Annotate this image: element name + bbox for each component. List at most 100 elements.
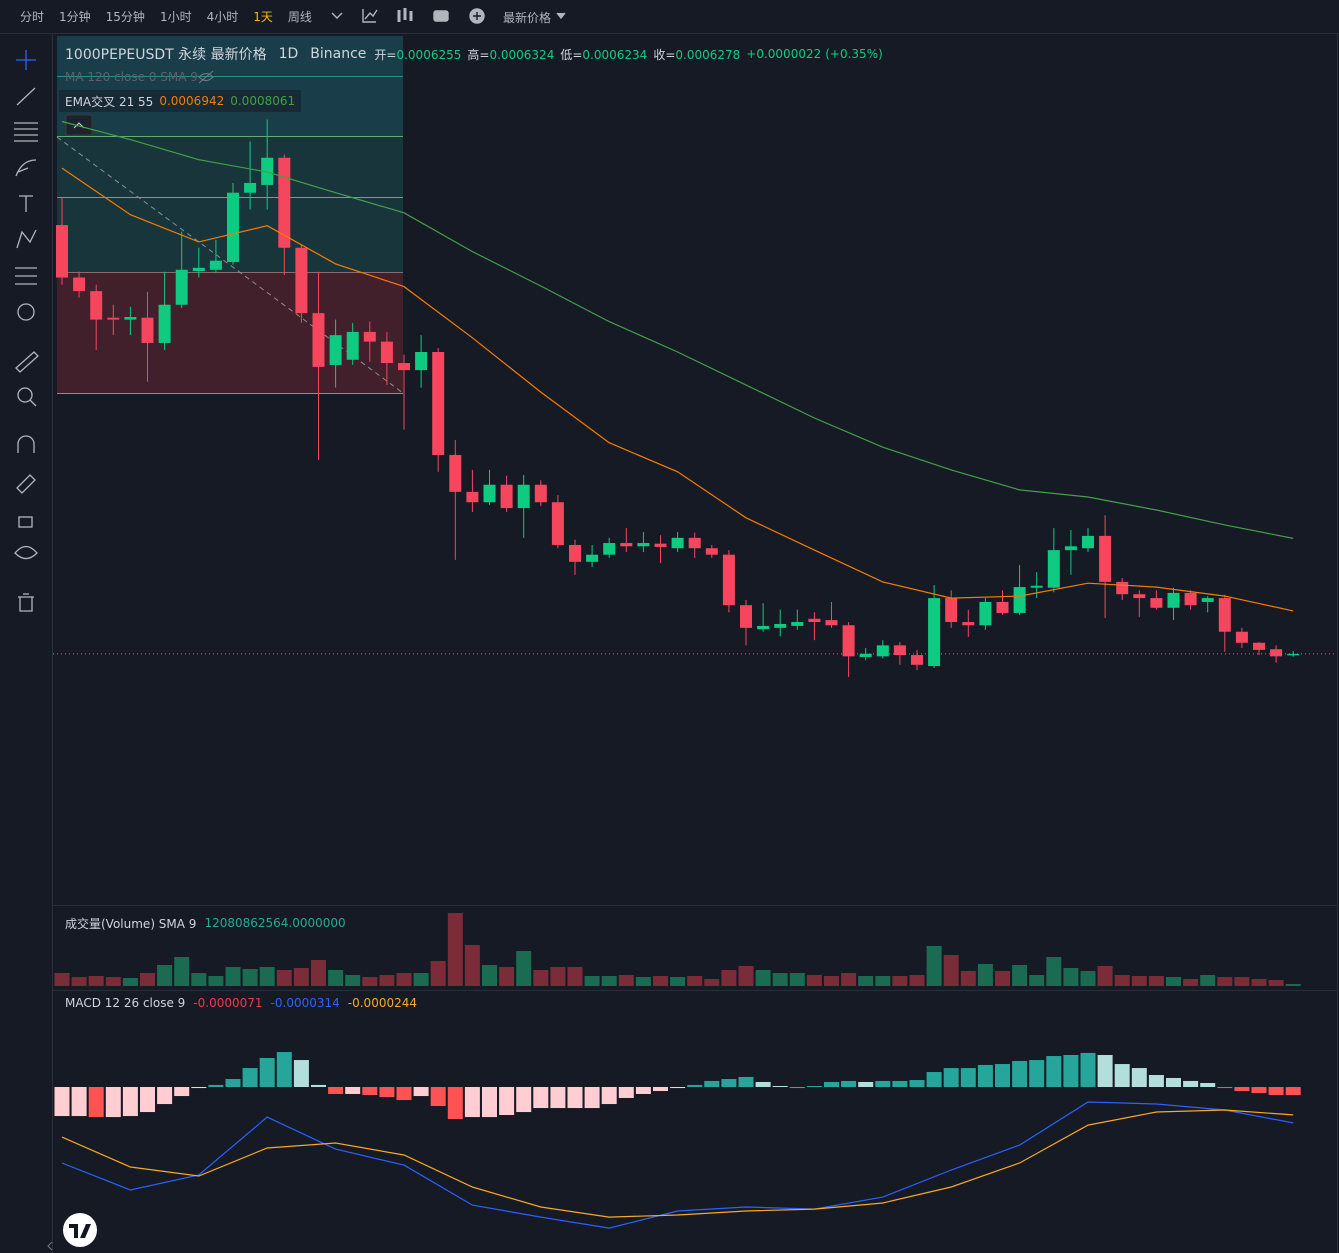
volume-bar xyxy=(1012,965,1028,986)
candle-body xyxy=(1201,598,1214,602)
interval-button[interactable]: 1天 xyxy=(253,9,273,24)
magnet-icon[interactable] xyxy=(17,435,35,453)
volume-bar xyxy=(140,973,155,986)
volume-bar xyxy=(721,970,737,986)
forecast-icon[interactable] xyxy=(15,267,37,285)
volume-bar xyxy=(242,969,258,986)
macd-histogram-bar xyxy=(841,1080,857,1088)
volume-bar xyxy=(635,977,651,986)
collapse-button[interactable] xyxy=(65,114,93,136)
volume-bar xyxy=(174,957,190,986)
candle-body xyxy=(466,491,479,503)
interval-button[interactable]: 1分钟 xyxy=(59,9,91,24)
volume-bar xyxy=(789,973,805,986)
ema-line xyxy=(61,167,1294,612)
candle-body xyxy=(312,313,325,367)
macd-histogram-bar xyxy=(379,1087,395,1098)
macd-histogram-bar xyxy=(516,1087,532,1113)
volume-bar xyxy=(413,973,429,986)
dropdown-icon[interactable] xyxy=(331,12,343,19)
crosshair-icon[interactable] xyxy=(16,50,36,70)
volume-bar xyxy=(653,976,668,986)
brush-icon[interactable] xyxy=(15,159,37,177)
line-tool-icon[interactable] xyxy=(16,87,36,106)
macd-histogram-bar xyxy=(1063,1055,1079,1088)
volume-bar xyxy=(328,970,344,986)
volume-bar xyxy=(1046,957,1062,986)
logo-mark xyxy=(69,1224,91,1238)
emoji-icon[interactable] xyxy=(17,303,35,321)
candle-body xyxy=(637,543,650,547)
interval-button[interactable]: 周线 xyxy=(287,9,312,24)
hidden-eye-icon[interactable] xyxy=(198,70,214,84)
macd-histogram-value: -0.0000071 xyxy=(193,996,263,1010)
macd-legend: MACD 12 26 close 9 -0.0000071 -0.0000314… xyxy=(65,994,417,1012)
candle-body xyxy=(1270,649,1283,657)
candle-body xyxy=(380,341,393,364)
fib-icon[interactable] xyxy=(14,122,38,142)
interval-button[interactable]: 15分钟 xyxy=(105,9,145,24)
volume-bar xyxy=(379,975,395,986)
macd-histogram-bar xyxy=(1012,1060,1028,1088)
candle-body xyxy=(928,598,941,667)
macd-histogram-bar xyxy=(1029,1060,1045,1088)
macd-histogram-bar xyxy=(789,1087,805,1089)
candle-body xyxy=(1064,546,1077,551)
macd-histogram-bar xyxy=(550,1087,566,1109)
macd-histogram-bar xyxy=(977,1064,993,1088)
chart-type-icon[interactable] xyxy=(397,8,413,22)
macd-histogram-bar xyxy=(88,1087,104,1118)
candle-body xyxy=(1082,535,1094,549)
macd-histogram-bar xyxy=(824,1081,839,1088)
indicator-icon[interactable] xyxy=(362,9,378,23)
volume-bar xyxy=(499,967,515,986)
text-icon[interactable] xyxy=(19,195,33,212)
ruler-icon[interactable] xyxy=(15,351,39,373)
lock-draw-icon[interactable] xyxy=(16,474,36,494)
trash-icon[interactable] xyxy=(18,593,34,612)
indicator-label: MA 120 close 0 SMA 9 xyxy=(65,70,198,84)
macd-histogram-bar xyxy=(601,1087,617,1105)
volume-bar xyxy=(311,960,326,986)
candle-body xyxy=(551,502,564,545)
candle-body xyxy=(945,598,958,623)
candle-body xyxy=(449,454,462,492)
volume-bar xyxy=(54,973,70,986)
price-type[interactable]: 最新价格 xyxy=(503,11,552,25)
caret-icon[interactable] xyxy=(556,12,566,20)
drawing-tools xyxy=(14,50,39,612)
interval-button[interactable]: 分时 xyxy=(20,9,45,24)
candle-body xyxy=(329,335,342,365)
volume-bar xyxy=(943,955,959,986)
zoom-icon[interactable] xyxy=(17,387,33,403)
macd-histogram-bar xyxy=(567,1087,583,1109)
pattern-icon[interactable] xyxy=(16,229,37,249)
interval-button[interactable]: 1小时 xyxy=(159,9,192,24)
logo-bg xyxy=(63,1213,97,1247)
macd-histogram-bar xyxy=(772,1085,788,1088)
candle-body xyxy=(517,484,530,509)
macd-histogram-bar xyxy=(1285,1087,1301,1096)
candle-body xyxy=(415,352,428,371)
interval-button[interactable]: 4小时 xyxy=(206,9,239,24)
candle-body xyxy=(757,625,770,630)
candle-body xyxy=(1116,581,1129,595)
interval: 1D xyxy=(278,46,299,62)
macd-histogram-bar xyxy=(618,1087,634,1098)
camera-icon[interactable] xyxy=(433,10,449,22)
volume-bar xyxy=(960,971,976,986)
candle-body xyxy=(1218,598,1231,632)
volume-bar xyxy=(738,966,754,986)
lock-icon[interactable] xyxy=(18,516,33,528)
scroll-left[interactable] xyxy=(47,1241,53,1251)
signal-line xyxy=(61,1109,1294,1218)
macd-label: MACD 12 26 close 9 xyxy=(65,996,186,1010)
eye-icon[interactable] xyxy=(14,545,38,560)
volume-bar xyxy=(909,975,925,986)
macd-histogram-bar xyxy=(892,1080,908,1088)
volume-bar xyxy=(618,975,634,986)
ohlc-label: 开= xyxy=(374,47,397,62)
volume-bar xyxy=(430,961,446,986)
macd-histogram-bar xyxy=(687,1084,703,1088)
volume-bar xyxy=(550,967,566,986)
